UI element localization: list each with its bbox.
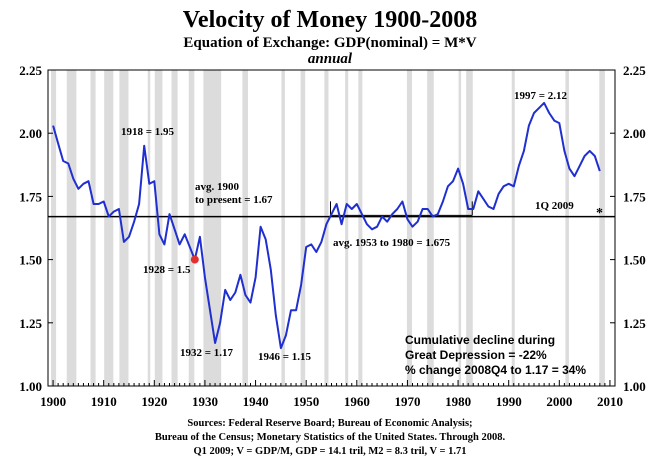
annotation-1946: 1946 = 1.15 [258,351,312,363]
x-axis: 1900 1910 1920 1930 1940 1950 1960 1970 1980 1990… [40,380,623,409]
recession-band [324,70,329,386]
annotation-q1-2009: 1Q 2009 [535,200,574,212]
recession-band [66,70,77,386]
annotation-star: * [596,206,603,221]
x-tick-label: 1960 [344,394,370,409]
highlight-point-1928 [190,255,199,264]
recession-band [345,70,349,386]
y-tick-label-right: 1.50 [623,253,646,268]
recession-band [458,70,462,386]
y-tick-label-right: 1.00 [623,379,646,394]
recession-band [406,70,412,386]
chart-subtitle: Equation of Exchange: GDP(nominal) = M*V [183,35,476,51]
decline-note-line3: % change 2008Q4 to 1.17 = 34% [405,363,586,377]
y-tick-label-left: 2.25 [19,63,42,78]
decline-note-line2: Great Depression = -22% [405,348,547,362]
chart-title: Velocity of Money 1900-2008 [183,7,477,33]
y-tick-label-left: 1.00 [19,379,42,394]
x-tick-label: 2000 [546,394,572,409]
recession-band [104,70,114,386]
x-tick-label: 1920 [141,394,167,409]
y-tick-label-left: 1.75 [19,189,42,204]
x-tick-label: 1980 [445,394,471,409]
footnote-line2: Bureau of the Census; Monetary Statistic… [155,432,506,443]
x-tick-label: 1970 [394,394,420,409]
recession-band [147,70,151,386]
recession-band [203,70,222,386]
footnote-line3: Q1 2009; V = GDP/M, GDP = 14.1 tril, M2 … [193,446,466,457]
recession-band [427,70,434,386]
annotation-1918: 1918 = 1.95 [121,126,175,138]
y-tick-label-right: 1.25 [623,316,646,331]
x-tick-label: 1900 [40,394,66,409]
x-tick-label: 2010 [597,394,623,409]
series-group [52,101,601,350]
annotation-avg-all-line1: avg. 1900 [195,181,240,193]
annotation-avg-all-line2: to present = 1.67 [195,194,273,206]
recession-band [51,70,57,386]
x-tick-label: 1950 [293,394,319,409]
recession-band [242,70,248,386]
recession-band [358,70,363,386]
y-tick-label-left: 1.50 [19,253,42,268]
recession-band [565,70,569,386]
annotation-1932: 1932 = 1.17 [180,347,234,359]
recession-band [119,70,129,386]
y-axis-right: 1.00 1.25 1.50 1.75 2.00 2.25 [610,63,646,394]
x-tick-label: 1930 [192,394,218,409]
y-tick-label-right: 1.75 [623,189,646,204]
recession-band [90,70,96,386]
recession-band [599,70,605,386]
y-tick-label-left: 2.00 [19,126,42,141]
recession-band [466,70,473,386]
annotation-avg-1953-1980: avg. 1953 to 1980 = 1.675 [333,237,451,249]
x-tick-label: 1910 [91,394,117,409]
recession-band [188,70,195,386]
chart-subtitle-annual: annual [308,51,353,67]
recession-band [300,70,306,386]
y-tick-label-right: 2.00 [623,126,646,141]
footnote-line1: Sources: Federal Reserve Board; Bureau o… [187,418,472,429]
y-axis-left: 1.00 1.25 1.50 1.75 2.00 2.25 [19,63,53,394]
velocity-line [52,101,601,350]
y-tick-label-right: 2.25 [623,63,646,78]
x-tick-label: 1940 [243,394,269,409]
recession-band [511,70,515,386]
y-tick-label-left: 1.25 [19,316,42,331]
x-tick-label: 1990 [496,394,522,409]
decline-note-line1: Cumulative decline during [405,333,555,347]
annotation-1997: 1997 = 2.12 [514,90,568,102]
recession-band [281,70,285,386]
annotation-1928: 1928 = 1.5 [143,264,191,276]
